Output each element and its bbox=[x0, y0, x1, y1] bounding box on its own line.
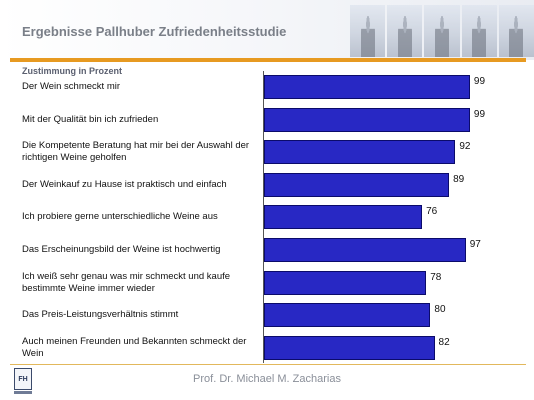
category-label: Ich probiere gerne unterschiedliche Wein… bbox=[22, 211, 218, 223]
category-label: Ich weiß sehr genau was mir schmeckt und… bbox=[22, 270, 231, 294]
bar bbox=[264, 172, 450, 197]
bar bbox=[264, 107, 470, 132]
category-axis-line bbox=[263, 71, 264, 363]
category-label: Das Preis-Leistungsverhältnis stimmt bbox=[22, 309, 179, 321]
bar bbox=[264, 140, 456, 165]
header-photo-strip bbox=[350, 5, 534, 57]
category-label: Mit der Qualität bin ich zufrieden bbox=[22, 113, 159, 125]
category-label: Der Weinkauf zu Hause ist praktisch und … bbox=[22, 178, 227, 190]
header-photo bbox=[350, 5, 386, 57]
fh-logo-underline bbox=[14, 391, 32, 394]
bar-value-label: 78 bbox=[430, 271, 442, 283]
header-photo bbox=[498, 5, 534, 57]
footer-author: Prof. Dr. Michael M. Zacharias bbox=[193, 373, 341, 385]
bar bbox=[264, 75, 470, 99]
fh-logo: FH bbox=[14, 368, 32, 390]
bar bbox=[264, 238, 466, 262]
bar bbox=[264, 205, 423, 230]
footer-rule bbox=[10, 364, 526, 365]
bar-value-label: 76 bbox=[426, 206, 438, 218]
header-photo bbox=[424, 5, 460, 57]
category-label: Die Kompetente Beratung hat mir bei der … bbox=[22, 140, 250, 164]
bar-value-label: 99 bbox=[473, 76, 486, 87]
bar-value-label: 82 bbox=[438, 336, 450, 348]
category-label: Auch meinen Freunden und Bekannten schme… bbox=[22, 335, 247, 359]
header-rule bbox=[10, 58, 526, 62]
header-photo bbox=[387, 5, 423, 57]
category-label: Das Erscheinungsbild der Weine ist hochw… bbox=[22, 244, 221, 255]
bar-value-label: 89 bbox=[453, 173, 465, 185]
bar-value-label: 97 bbox=[469, 239, 481, 250]
bar bbox=[264, 270, 427, 295]
slide-title: Ergebnisse Pallhuber Zufriedenheitsstudi… bbox=[22, 24, 287, 39]
slide-header: Ergebnisse Pallhuber Zufriedenheitsstudi… bbox=[0, 0, 534, 60]
header-photo bbox=[461, 5, 497, 57]
category-label: Der Wein schmeckt mir bbox=[22, 81, 121, 92]
bar-value-label: 92 bbox=[459, 141, 471, 153]
chart-subtitle: Zustimmung in Prozent bbox=[22, 66, 122, 76]
bar-value-label: 99 bbox=[473, 108, 486, 120]
bar-value-label: 80 bbox=[434, 304, 446, 316]
bar bbox=[264, 303, 431, 328]
bar bbox=[264, 335, 435, 360]
